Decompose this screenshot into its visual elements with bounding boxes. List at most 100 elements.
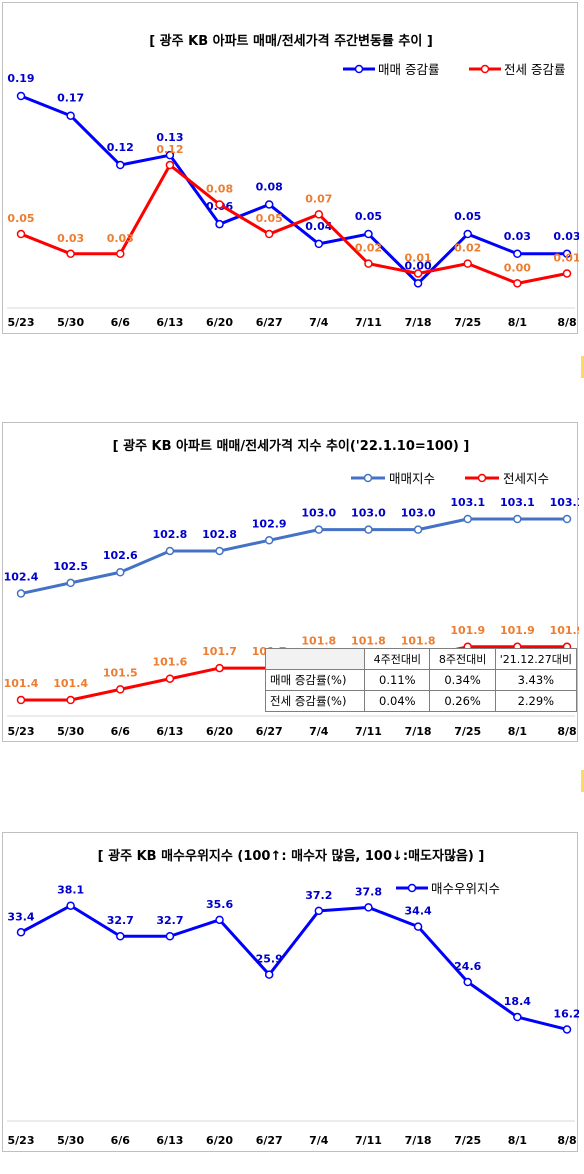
x-tick-label: 8/8	[557, 1134, 576, 1147]
chart-title: [ 광주 KB 아파트 매매/전세가격 지수 추이('22.1.10=100) …	[113, 438, 470, 454]
data-label: 0.04	[305, 220, 332, 233]
data-label: 101.8	[301, 634, 336, 647]
data-point	[413, 525, 423, 534]
data-point	[16, 695, 26, 705]
legend-label-buyer-index: 매수우위지수	[431, 881, 500, 896]
x-tick-label: 8/8	[557, 316, 576, 329]
data-label: 101.5	[103, 666, 138, 679]
x-tick-label: 5/23	[8, 1134, 35, 1147]
data-label: 0.05	[454, 210, 481, 223]
x-tick-label: 6/20	[206, 725, 233, 738]
data-label: 37.8	[355, 885, 382, 898]
data-point	[364, 229, 373, 239]
data-point	[314, 525, 324, 534]
table-row-label: 매매 증감률(%)	[264, 669, 366, 691]
data-label: 37.2	[305, 889, 332, 902]
legend-label-sale-index: 매매지수	[389, 471, 435, 486]
legend-marker-jeonse-index	[477, 473, 487, 483]
legend-marker-buyer-index	[407, 883, 417, 893]
data-point	[314, 210, 324, 219]
data-point	[413, 279, 423, 288]
x-tick-label: 6/20	[206, 316, 233, 329]
data-point	[513, 249, 522, 259]
legend-label-sale: 매매 증감률	[378, 62, 439, 77]
x-tick-label: 7/18	[405, 1134, 432, 1147]
data-label: 35.6	[206, 898, 233, 911]
table-row: 전세 증감률(%) 0.04% 0.26% 2.29%	[264, 690, 578, 712]
data-label: 101.4	[53, 677, 88, 690]
table-header-cell: 4주전대비	[364, 648, 431, 670]
data-point	[165, 674, 175, 683]
data-point	[116, 685, 125, 694]
data-label: 0.12	[156, 143, 183, 156]
x-tick-label: 5/23	[8, 316, 35, 329]
legend-marker-jeonse	[480, 64, 490, 74]
data-label: 0.08	[256, 180, 283, 193]
data-point	[562, 514, 572, 524]
index-chart-panel: [ 광주 KB 아파트 매매/전세가격 지수 추이('22.1.10=100) …	[2, 422, 579, 742]
legend: 매수우위지수	[396, 881, 500, 896]
data-label: 18.4	[504, 995, 531, 1008]
x-tick-label: 7/25	[454, 1134, 481, 1147]
data-label: 32.7	[156, 914, 183, 927]
x-tick-label: 7/11	[355, 1134, 382, 1147]
data-point	[66, 111, 75, 120]
x-tick-label: 5/30	[57, 1134, 84, 1147]
data-point	[463, 514, 472, 524]
data-point	[66, 249, 75, 259]
data-point	[562, 1025, 572, 1034]
data-point	[264, 536, 274, 545]
data-label: 101.9	[500, 624, 535, 637]
data-point	[215, 663, 224, 673]
data-point	[165, 546, 175, 556]
data-label: 0.05	[7, 212, 34, 225]
x-tick-label: 6/27	[256, 1134, 283, 1147]
data-label: 103.0	[301, 507, 336, 520]
data-point	[215, 200, 224, 209]
data-label: 0.03	[504, 230, 531, 243]
data-label: 0.01	[405, 251, 432, 264]
data-label: 0.12	[107, 141, 134, 154]
data-point	[463, 977, 472, 987]
data-point	[215, 546, 224, 556]
data-label: 0.02	[355, 242, 382, 255]
series-line	[20, 163, 568, 285]
x-tick-label: 6/27	[256, 725, 283, 738]
x-tick-label: 6/6	[111, 316, 131, 329]
data-label: 0.17	[57, 92, 84, 105]
data-point	[463, 229, 472, 239]
data-point	[413, 922, 423, 931]
data-label: 32.7	[107, 914, 134, 927]
data-point	[66, 901, 75, 910]
x-tick-label: 6/13	[156, 316, 183, 329]
data-label: 0.08	[206, 182, 233, 195]
data-label: 103.1	[450, 496, 485, 509]
x-tick-label: 6/6	[111, 725, 131, 738]
x-tick-label: 8/1	[508, 725, 527, 738]
data-point	[264, 970, 274, 979]
data-label: 101.8	[351, 634, 386, 647]
series-line	[20, 517, 567, 596]
data-label: 103.0	[401, 507, 436, 520]
x-tick-label: 7/4	[309, 1134, 329, 1147]
data-point	[66, 695, 75, 705]
data-point	[165, 931, 175, 941]
data-point	[314, 906, 324, 916]
data-label: 101.6	[153, 656, 188, 669]
x-tick-label: 6/6	[111, 1134, 131, 1147]
data-point	[215, 915, 224, 925]
data-label: 102.6	[103, 549, 138, 562]
data-label: 0.00	[405, 259, 432, 272]
data-label: 101.7	[202, 645, 237, 658]
data-point	[16, 229, 26, 239]
x-tick-label: 5/30	[57, 316, 84, 329]
data-label: 101.9	[550, 624, 579, 637]
side-marker	[581, 770, 584, 792]
data-point	[463, 259, 472, 268]
data-point	[165, 150, 175, 160]
x-tick-label: 6/27	[256, 316, 283, 329]
x-tick-label: 8/1	[508, 1134, 527, 1147]
data-label: 102.9	[252, 517, 287, 530]
data-point	[116, 249, 125, 259]
data-label: 0.03	[553, 230, 579, 243]
